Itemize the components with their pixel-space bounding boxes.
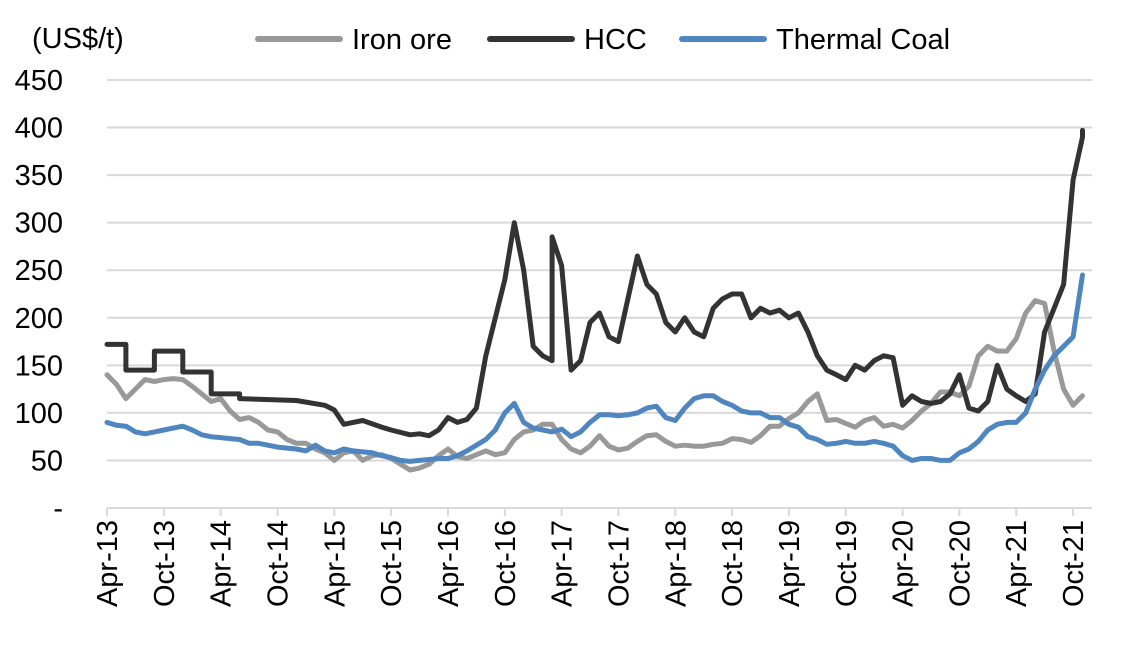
- x-tick-label: Apr-19: [774, 520, 806, 607]
- x-tick-label: Oct-17: [603, 520, 635, 607]
- x-tick-label: Apr-18: [660, 520, 692, 607]
- x-tick-label: Apr-13: [92, 520, 124, 607]
- legend-label-hcc: HCC: [584, 24, 647, 56]
- series-lines: [104, 127, 1085, 473]
- y-tick-label: 50: [31, 445, 63, 477]
- x-tick-label: Oct-21: [1058, 520, 1090, 607]
- x-tick-label: Apr-21: [1001, 520, 1033, 607]
- x-tick-label: Oct-20: [944, 520, 976, 607]
- y-tick-label: 150: [15, 350, 63, 382]
- y-tick-label: -: [53, 493, 63, 525]
- series-line-thermal-coal: [104, 272, 1085, 464]
- y-axis-unit-label: (US$/t): [32, 23, 124, 55]
- x-tick-label: Oct-16: [490, 520, 522, 607]
- x-tick-label: Oct-13: [149, 520, 181, 607]
- legend-label-thermal-coal: Thermal Coal: [776, 24, 950, 56]
- y-tick-label: 250: [15, 255, 63, 287]
- x-tick-label: Oct-19: [831, 520, 863, 607]
- x-tick-label: Apr-15: [319, 520, 351, 607]
- x-tick-label: Oct-18: [717, 520, 749, 607]
- axes: - 50 100 150 200 250 300 350 400 450 Apr-13 Oct-13 A…: [15, 65, 1092, 607]
- y-tick-label: 100: [15, 398, 63, 430]
- gridlines: [107, 79, 1092, 462]
- legend: Iron ore HCC Thermal Coal: [255, 24, 950, 56]
- legend-label-iron-ore: Iron ore: [352, 24, 452, 56]
- x-tick-label: Oct-15: [376, 520, 408, 607]
- x-tick-label: Apr-14: [206, 520, 238, 607]
- series-line-iron-ore: [104, 298, 1085, 473]
- y-tick-label: 400: [15, 113, 63, 145]
- series-line-hcc: [104, 127, 1085, 439]
- x-tick-label: Apr-16: [433, 520, 465, 607]
- y-tick-label: 350: [15, 160, 63, 192]
- y-tick-label: 450: [15, 65, 63, 97]
- y-tick-label: 300: [15, 208, 63, 240]
- x-tick-label: Apr-20: [888, 520, 920, 607]
- x-tick-label: Apr-17: [547, 520, 579, 607]
- y-tick-label: 200: [15, 303, 63, 335]
- x-tick-label: Oct-14: [262, 520, 294, 607]
